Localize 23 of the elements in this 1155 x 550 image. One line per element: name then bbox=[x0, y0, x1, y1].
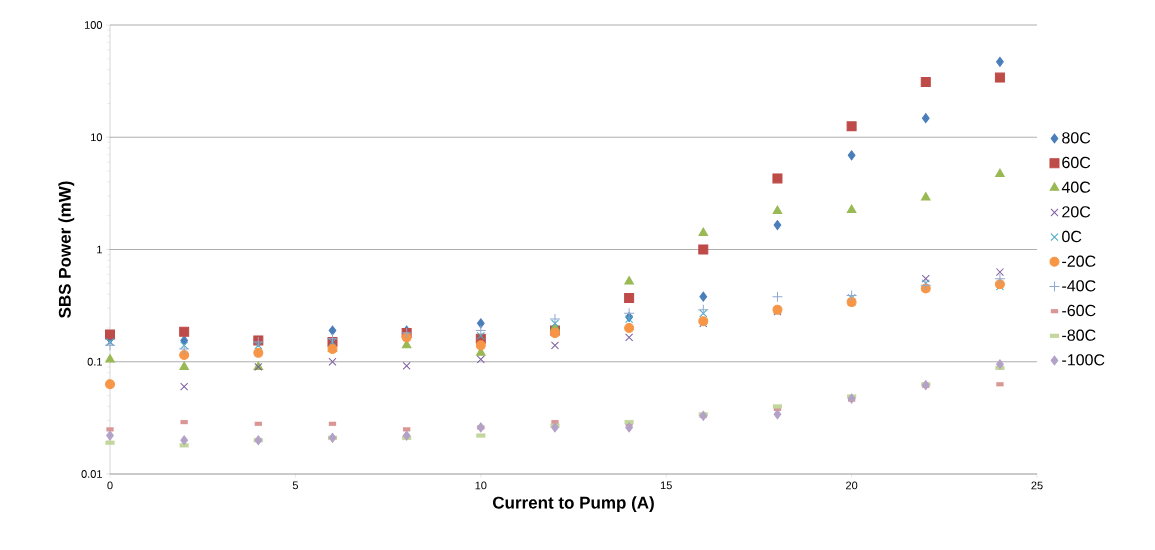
legend-label: -80C bbox=[1062, 329, 1096, 341]
x-tick-label: 0 bbox=[107, 481, 113, 490]
x-axis-title: Current to Pump (A) bbox=[492, 496, 654, 513]
legend-label: 80C bbox=[1062, 132, 1091, 144]
x-tick-label: 15 bbox=[660, 481, 672, 490]
legend-label: 40C bbox=[1061, 181, 1091, 193]
x-tick-label: 10 bbox=[475, 481, 487, 490]
legend-label: 20C bbox=[1062, 206, 1091, 218]
legend-label: 0C bbox=[1062, 230, 1082, 243]
legend-label: -60C bbox=[1062, 304, 1096, 317]
y-axis-title: SBS Power (mW) bbox=[58, 181, 75, 318]
legend-label: -40C bbox=[1062, 280, 1096, 292]
x-tick-label: 5 bbox=[292, 481, 298, 490]
y-tick-label: 1 bbox=[97, 245, 102, 254]
x-tick-label: 20 bbox=[846, 481, 858, 490]
legend-label: -100C bbox=[1062, 354, 1105, 366]
legend-label: -20C bbox=[1062, 255, 1096, 267]
y-tick-label: 0.1 bbox=[87, 357, 102, 366]
y-tick-label: 10 bbox=[91, 133, 103, 142]
x-tick-label: 25 bbox=[1031, 481, 1043, 490]
legend-label: 60C bbox=[1062, 156, 1091, 169]
y-tick-label: 100 bbox=[84, 21, 103, 29]
y-tick-label: 0.01 bbox=[81, 470, 102, 478]
